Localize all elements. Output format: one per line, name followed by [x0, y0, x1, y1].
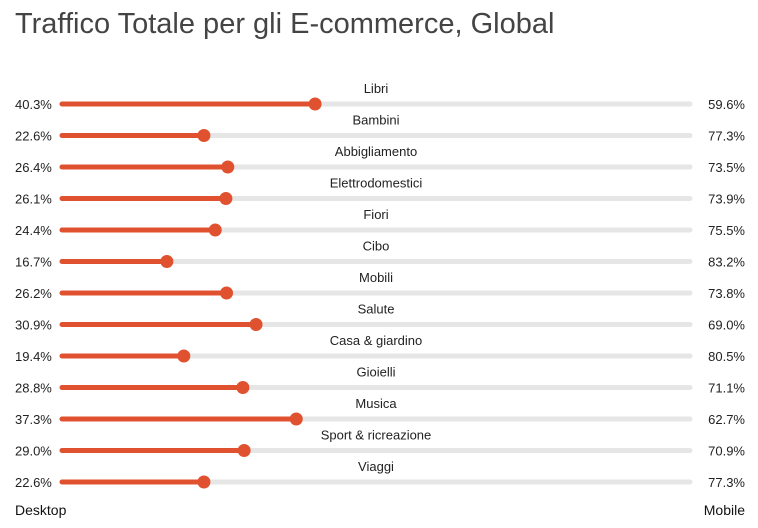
desktop-point: [236, 381, 250, 394]
desktop-point: [208, 223, 222, 237]
desktop-value-label: 24.4%: [15, 223, 52, 238]
mobile-value-label: 70.9%: [708, 444, 745, 459]
desktop-point: [220, 286, 234, 300]
footer-mobile-label: Mobile: [704, 502, 745, 518]
mobile-value-label: 69.0%: [708, 318, 745, 333]
mobile-value-label: 77.3%: [708, 129, 745, 144]
desktop-value-label: 26.2%: [15, 286, 52, 301]
mobile-value-label: 73.9%: [708, 192, 745, 207]
desktop-value-label: 26.4%: [15, 160, 52, 175]
mobile-value-label: 80.5%: [708, 349, 745, 364]
desktop-point: [221, 160, 235, 174]
desktop-value-label: 28.8%: [15, 381, 52, 396]
desktop-point: [308, 97, 322, 111]
desktop-point: [249, 318, 263, 331]
desktop-point: [160, 255, 174, 268]
mobile-value-label: 71.1%: [708, 381, 745, 396]
mobile-value-label: 62.7%: [708, 412, 745, 427]
desktop-value-label: 16.7%: [15, 255, 52, 270]
category-label: Musica: [355, 396, 397, 411]
desktop-point: [237, 444, 251, 457]
category-label: Fiori: [363, 207, 388, 222]
desktop-point: [289, 412, 303, 426]
category-label: Gioielli: [356, 365, 395, 380]
category-label: Viaggi: [358, 459, 394, 474]
chart-title: Traffico Totale per gli E-commerce, Glob…: [15, 8, 555, 40]
desktop-value-label: 40.3%: [15, 97, 52, 112]
mobile-value-label: 59.6%: [708, 97, 745, 112]
category-label: Elettrodomestici: [330, 176, 423, 191]
category-label: Casa & giardino: [330, 333, 423, 348]
mobile-value-label: 73.5%: [708, 160, 745, 175]
mobile-value-label: 73.8%: [708, 286, 745, 301]
category-label: Mobili: [359, 270, 393, 285]
footer-desktop-label: Desktop: [15, 502, 67, 518]
category-label: Libri: [364, 81, 389, 96]
category-label: Cibo: [363, 239, 390, 254]
mobile-value-label: 83.2%: [708, 255, 745, 270]
category-label: Abbigliamento: [335, 144, 417, 159]
desktop-value-label: 37.3%: [15, 412, 52, 427]
desktop-value-label: 19.4%: [15, 349, 52, 364]
mobile-value-label: 77.3%: [708, 475, 745, 490]
category-label: Salute: [358, 302, 395, 317]
desktop-value-label: 29.0%: [15, 444, 52, 459]
desktop-value-label: 26.1%: [15, 192, 52, 207]
desktop-value-label: 22.6%: [15, 129, 52, 144]
desktop-point: [177, 349, 191, 363]
category-label: Bambini: [353, 113, 400, 128]
desktop-point: [197, 475, 211, 489]
mobile-value-label: 75.5%: [708, 223, 745, 238]
desktop-value-label: 30.9%: [15, 318, 52, 333]
desktop-point: [219, 192, 233, 205]
desktop-point: [197, 129, 211, 142]
desktop-value-label: 22.6%: [15, 475, 52, 490]
category-label: Sport & ricreazione: [321, 428, 432, 443]
